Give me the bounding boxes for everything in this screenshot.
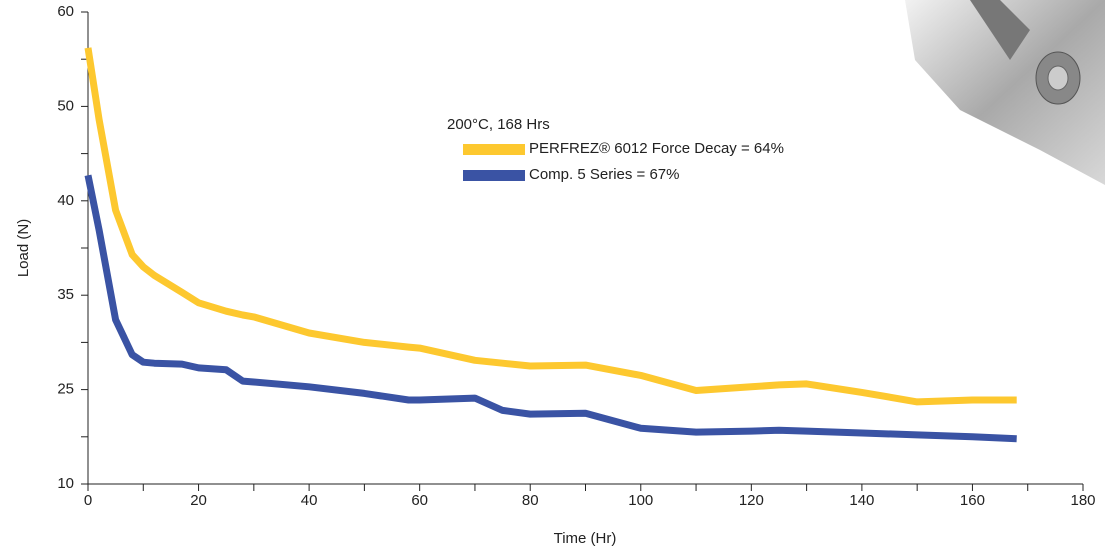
x-tick-label: 160 [960, 492, 985, 509]
x-tick-label: 40 [301, 492, 318, 509]
legend-label: Comp. 5 Series = 67% [529, 166, 680, 183]
x-tick-label: 0 [84, 492, 92, 509]
legend-swatch [463, 170, 525, 181]
y-tick-label: 10 [57, 475, 74, 492]
x-tick-label: 140 [849, 492, 874, 509]
y-tick-label: 50 [57, 97, 74, 114]
y-tick-label: 40 [57, 192, 74, 209]
y-tick-label: 25 [57, 381, 74, 398]
legend-label: PERFREZ® 6012 Force Decay = 64% [529, 140, 784, 157]
x-tick-label: 180 [1070, 492, 1095, 509]
y-tick-label: 60 [57, 3, 74, 20]
product-photo [905, 0, 1105, 185]
x-tick-label: 100 [628, 492, 653, 509]
y-axis-label: Load (N) [15, 219, 32, 277]
x-tick-label: 120 [739, 492, 764, 509]
x-axis-label: Time (Hr) [554, 530, 617, 547]
x-tick-label: 60 [411, 492, 428, 509]
x-tick-label: 80 [522, 492, 539, 509]
series-line [84, 47, 1017, 406]
series-line [84, 174, 1017, 443]
y-tick-label: 35 [57, 286, 74, 303]
legend-swatch [463, 144, 525, 155]
legend-title: 200°C, 168 Hrs [447, 116, 550, 133]
x-tick-label: 20 [190, 492, 207, 509]
